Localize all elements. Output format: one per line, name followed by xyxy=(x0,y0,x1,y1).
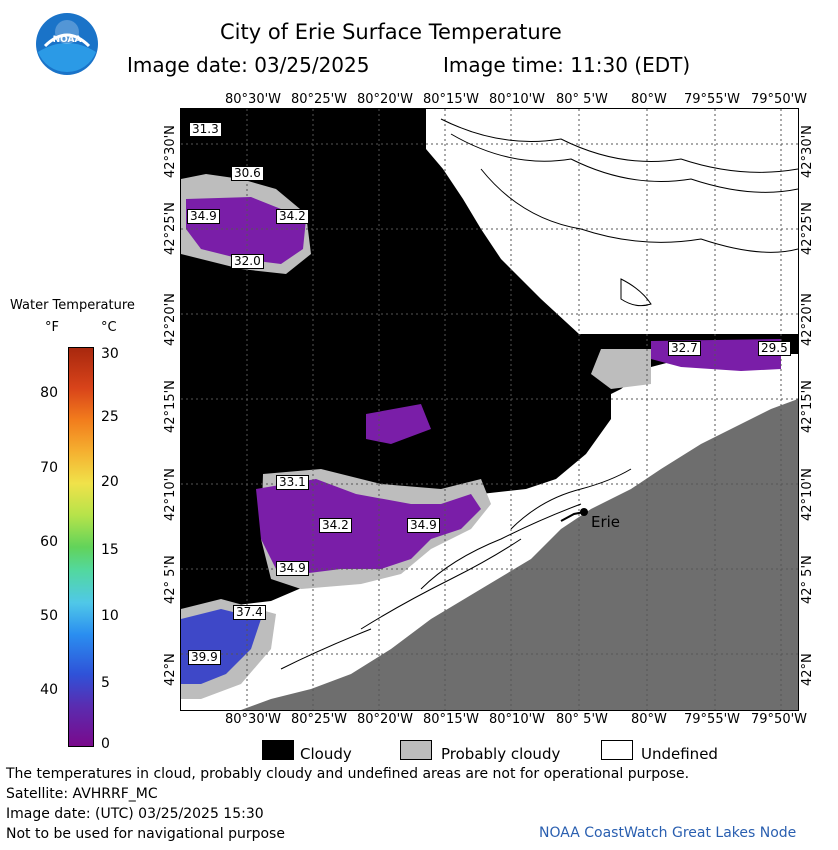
c-tick: 15 xyxy=(101,542,119,558)
c-tick: 20 xyxy=(101,474,119,490)
f-tick: 50 xyxy=(40,608,58,624)
image-time: Image time: 11:30 (EDT) xyxy=(443,53,691,77)
noaa-logo: NOAA xyxy=(36,13,98,75)
c-tick: 10 xyxy=(101,608,119,624)
lon-tick: 80°25'W xyxy=(291,712,348,727)
unit-fahrenheit: °F xyxy=(45,320,59,335)
navigation-warning: Not to be used for navigational purpose xyxy=(6,826,285,842)
lon-tick: 80°15'W xyxy=(423,712,480,727)
lat-tick: 42°20'N xyxy=(163,293,178,346)
temp-label: 39.9 xyxy=(188,650,221,665)
lon-tick: 79°55'W xyxy=(684,92,741,107)
f-tick: 80 xyxy=(40,385,58,401)
temp-label: 34.9 xyxy=(187,209,220,224)
lat-tick: 42°10'N xyxy=(163,468,178,521)
lon-tick: 80° 5'W xyxy=(556,712,608,727)
undefined-label: Undefined xyxy=(641,745,718,763)
lat-tick: 42°30'N xyxy=(163,125,178,178)
lat-tick: 42°20'N xyxy=(800,293,815,346)
lon-tick: 80°30'W xyxy=(225,92,282,107)
lon-tick: 80°10'W xyxy=(489,92,546,107)
image-date: Image date: 03/25/2025 xyxy=(127,53,370,77)
cool-water-patch xyxy=(181,609,261,684)
lat-tick: 42°N xyxy=(800,653,815,686)
svg-text:NOAA: NOAA xyxy=(53,35,82,45)
legend-title: Water Temperature xyxy=(10,298,135,313)
temp-label: 34.2 xyxy=(319,518,352,533)
temp-label: 32.0 xyxy=(231,254,264,269)
temp-label: 34.9 xyxy=(407,518,440,533)
lat-tick: 42°30'N xyxy=(800,125,815,178)
unit-celsius: °C xyxy=(101,320,117,335)
contours xyxy=(280,118,798,670)
warm-water-patch xyxy=(366,404,431,444)
lon-tick: 80°W xyxy=(631,92,667,107)
lat-tick: 42°15'N xyxy=(800,380,815,433)
temp-label: 34.9 xyxy=(276,561,309,576)
lat-tick: 42°15'N xyxy=(163,380,178,433)
cloudy-label: Cloudy xyxy=(300,745,352,763)
f-tick: 40 xyxy=(40,682,58,698)
lon-tick: 79°50'W xyxy=(751,92,808,107)
undefined-swatch xyxy=(601,740,633,760)
lat-tick: 42°25'N xyxy=(163,202,178,255)
temp-label: 33.1 xyxy=(276,475,309,490)
temp-label: 34.2 xyxy=(276,209,309,224)
c-tick: 5 xyxy=(101,675,110,691)
lon-tick: 80° 5'W xyxy=(556,92,608,107)
credit-line: NOAA CoastWatch Great Lakes Node xyxy=(539,825,797,841)
cloudy-swatch xyxy=(262,740,294,760)
lon-tick: 80°25'W xyxy=(291,92,348,107)
temp-label: 31.3 xyxy=(189,122,222,137)
lon-tick: 80°20'W xyxy=(357,712,414,727)
temp-label: 37.4 xyxy=(233,605,266,620)
f-tick: 70 xyxy=(40,460,58,476)
lon-tick: 80°30'W xyxy=(225,712,282,727)
lat-tick: 42° 5'N xyxy=(800,555,815,604)
temp-label: 32.7 xyxy=(668,341,701,356)
lat-tick: 42°25'N xyxy=(800,202,815,255)
temperature-colorbar xyxy=(68,347,94,747)
land-area xyxy=(241,399,798,710)
c-tick: 25 xyxy=(101,409,119,425)
warm-water-patch xyxy=(256,479,481,574)
probably-cloudy-swatch xyxy=(400,740,432,760)
graticule xyxy=(181,109,798,710)
map-canvas xyxy=(181,109,798,710)
c-tick: 30 xyxy=(101,346,119,362)
probably-cloudy-patch xyxy=(591,349,651,389)
city-label-erie: Erie xyxy=(591,513,621,531)
temp-label: 30.6 xyxy=(231,166,264,181)
lon-tick: 80°W xyxy=(631,712,667,727)
lon-tick: 80°15'W xyxy=(423,92,480,107)
lat-tick: 42°N xyxy=(163,653,178,686)
lon-tick: 79°55'W xyxy=(684,712,741,727)
probably-cloudy-label: Probably cloudy xyxy=(441,745,561,763)
satellite-line: Satellite: AVHRRF_MC xyxy=(6,786,158,802)
utc-date-line: Image date: (UTC) 03/25/2025 15:30 xyxy=(6,806,264,822)
lon-tick: 80°10'W xyxy=(489,712,546,727)
lat-tick: 42°10'N xyxy=(800,468,815,521)
f-tick: 60 xyxy=(40,534,58,550)
lon-tick: 79°50'W xyxy=(751,712,808,727)
c-tick: 0 xyxy=(101,736,110,752)
erie-shore xyxy=(560,511,585,522)
lon-tick: 80°20'W xyxy=(357,92,414,107)
lat-tick: 42° 5'N xyxy=(163,555,178,604)
temperature-map[interactable]: 31.3 30.6 34.9 34.2 32.0 32.7 29.5 33.1 … xyxy=(180,108,799,711)
page-title: City of Erie Surface Temperature xyxy=(220,20,562,44)
disclaimer-line: The temperatures in cloud, probably clou… xyxy=(6,766,690,782)
temp-label: 29.5 xyxy=(758,341,791,356)
